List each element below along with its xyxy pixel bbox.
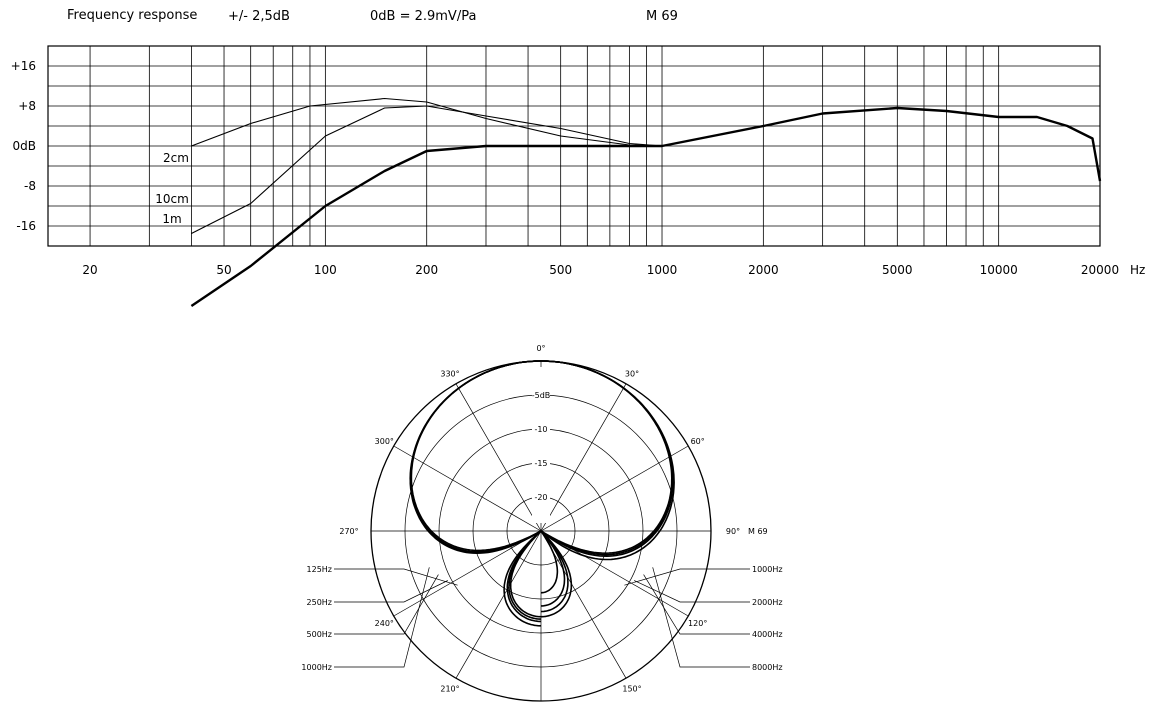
polar-angle-label: 0°	[536, 344, 545, 353]
polar-angle-label: 90°	[726, 527, 740, 536]
polar-legend-label: 500Hz	[307, 630, 332, 639]
y-tick-label: 0dB	[13, 139, 36, 153]
polar-legend-label: 8000Hz	[752, 663, 783, 672]
chart-title: Frequency response	[67, 8, 197, 23]
polar-pattern-500Hz-left	[409, 360, 542, 620]
polar-radial-label: -5dB	[532, 391, 551, 400]
series-label-10cm: 10cm	[155, 192, 189, 206]
x-tick-label: 200	[415, 263, 438, 277]
polar-leader-line	[334, 567, 430, 668]
y-tick-label: -8	[24, 179, 36, 193]
polar-legend-label: 1000Hz	[301, 663, 332, 672]
polar-radial-label: -10	[534, 425, 547, 434]
polar-radial-label: -20	[534, 493, 547, 502]
model-label: M 69	[646, 9, 678, 24]
radial-label-slot	[532, 367, 550, 523]
polar-leader-line	[634, 580, 750, 603]
x-tick-label: 5000	[882, 263, 913, 277]
x-tick-label: 1000	[647, 263, 678, 277]
polar-angle-label: 210°	[440, 685, 459, 694]
polar-angle-label: 330°	[440, 369, 459, 378]
polar-legend-label: 2000Hz	[752, 598, 783, 607]
polar-angle-label: 120°	[688, 619, 707, 628]
y-tick-label: +8	[18, 99, 36, 113]
frequency-curves: 2cm 10cm 1m	[155, 97, 1102, 307]
series-line-2cm	[191, 97, 1101, 182]
polar-leader-line	[643, 574, 750, 635]
polar-pattern-8000Hz-right	[540, 360, 675, 594]
series-line-10cm	[191, 105, 1101, 234]
y-tick-label: +16	[11, 59, 36, 73]
polar-legend-label: 1000Hz	[752, 565, 783, 574]
series-line-1m	[190, 106, 1102, 307]
polar-spoke	[540, 445, 689, 532]
series-label-2cm: 2cm	[163, 151, 189, 165]
x-tick-label: 500	[549, 263, 572, 277]
polar-angle-label: 300°	[375, 437, 394, 446]
polar-radial-label: -15	[534, 459, 547, 468]
x-tick-label: 50	[216, 263, 231, 277]
polar-leader-line	[334, 574, 439, 635]
polar-angle-label: 60°	[691, 437, 705, 446]
polar-pattern-2000Hz-right	[540, 360, 674, 613]
polar-pattern-1000Hz-right	[540, 360, 673, 618]
polar-legend-label: 4000Hz	[752, 630, 783, 639]
polar-angle-label: 30°	[625, 369, 639, 378]
polar-title: M 69	[748, 527, 768, 536]
polar-spoke	[540, 383, 627, 532]
series-label-1m: 1m	[162, 212, 181, 226]
polar-spoke	[393, 445, 542, 532]
polar-legend-label: 250Hz	[307, 598, 332, 607]
polar-legend-label: 125Hz	[307, 565, 332, 574]
polar-leader-line	[652, 567, 750, 668]
x-tick-label: 10000	[980, 263, 1018, 277]
polar-angle-label: 240°	[375, 619, 394, 628]
polar-spoke	[393, 530, 542, 617]
y-tick-label: -16	[16, 219, 36, 233]
polar-spoke	[455, 383, 542, 532]
polar-pattern-1000Hz-left	[409, 360, 542, 618]
polar-leader-line	[624, 568, 750, 586]
polar-leader-line	[334, 580, 448, 603]
x-tick-label: 20	[82, 263, 97, 277]
polar-spoke	[540, 530, 627, 679]
polar-angle-label: 270°	[339, 527, 358, 536]
polar-angle-label: 150°	[622, 685, 641, 694]
polar-leader-line	[334, 568, 458, 586]
x-tick-label: 2000	[748, 263, 779, 277]
polar-pattern-250Hz-left	[410, 360, 542, 623]
x-unit-label: Hz	[1130, 263, 1145, 277]
reference-label: 0dB = 2.9mV/Pa	[370, 9, 476, 24]
frequency-tick-labels: 20 50 100 200 500 1000 2000 5000 10000 20000 Hz +16…	[11, 59, 1146, 277]
polar-spoke	[455, 530, 542, 679]
polar-diagram: 0°30°60°90°120°150°180°210°240°270°300°3…	[301, 344, 782, 711]
x-tick-label: 100	[314, 263, 337, 277]
tolerance-label: +/- 2,5dB	[228, 9, 290, 24]
x-tick-label: 20000	[1081, 263, 1119, 277]
